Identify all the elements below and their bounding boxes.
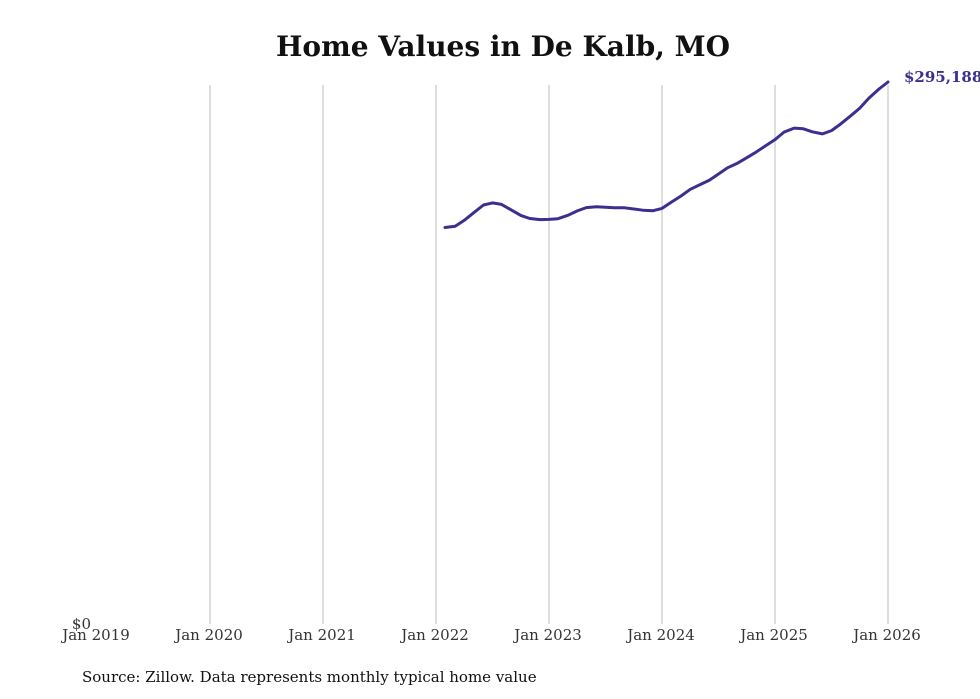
data-labels: $295,188: [904, 68, 980, 86]
series-line: [443, 80, 890, 229]
gridlines: [209, 85, 889, 624]
x-tick-label: Jan 2020: [173, 626, 243, 644]
source-note: Source: Zillow. Data represents monthly …: [82, 668, 537, 686]
x-tick-label: Jan 2022: [399, 626, 469, 644]
end-value-label: $295,188: [904, 68, 980, 86]
x-tick-label: Jan 2019: [60, 626, 130, 644]
x-axis-ticks: Jan 2019 Jan 2020 Jan 2021 Jan 2022 Jan 2023…: [60, 626, 921, 644]
series-group: [443, 80, 890, 229]
y-axis-ticks: $0: [72, 615, 91, 633]
x-tick-label: Jan 2026: [851, 626, 921, 644]
x-tick-label: Jan 2021: [286, 626, 356, 644]
x-tick-label: Jan 2023: [512, 626, 582, 644]
x-tick-label: Jan 2025: [738, 626, 808, 644]
x-tick-label: Jan 2024: [625, 626, 695, 644]
y-tick-label: $0: [72, 615, 91, 633]
chart-title: Home Values in De Kalb, MO: [275, 30, 731, 63]
